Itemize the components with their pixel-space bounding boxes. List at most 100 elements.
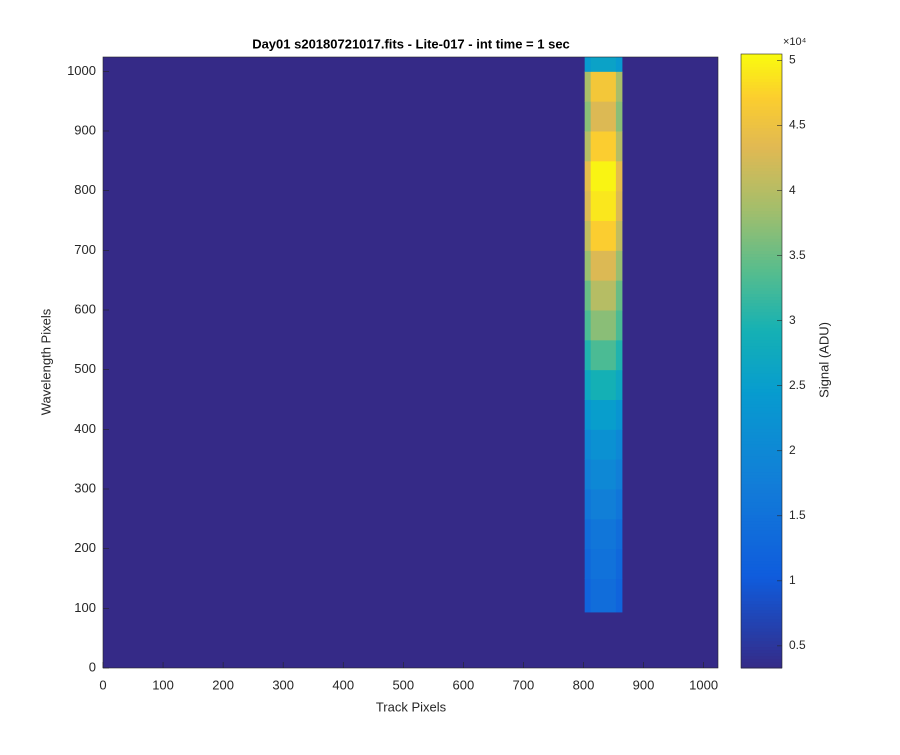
colorbar-swatch [741,373,782,377]
x-tick-label: 600 [453,677,475,692]
image-cell [584,57,592,72]
x-tick-label: 100 [152,677,174,692]
colorbar-swatch [741,318,782,322]
colorbar-swatch [741,621,782,626]
x-tick-label: 700 [513,677,535,692]
colorbar-swatch [741,631,782,635]
colorbar-swatch [741,407,782,411]
colorbar-swatch [741,385,782,390]
colorbar-swatch [741,333,782,337]
image-cell [584,369,592,400]
colorbar-swatch [741,57,782,61]
colorbar-swatch [741,612,782,617]
colorbar-swatch [741,625,782,629]
image-cell [590,250,617,281]
colorbar-swatch [741,575,782,580]
colorbar-swatch [741,609,782,614]
colorbar-swatch [741,456,782,460]
colorbar-swatch [741,232,782,236]
colorbar-swatch [741,106,782,110]
colorbar-swatch [741,84,782,89]
colorbar-swatch [741,78,782,83]
colorbar-swatch [741,268,782,273]
colorbar-swatch [741,192,782,196]
y-axis-label: Wavelength Pixels [38,308,53,415]
colorbar-swatch [741,600,782,605]
colorbar-swatch [741,66,782,70]
image-cell [584,190,592,221]
x-tick-label: 300 [272,677,294,692]
colorbar-swatch [741,81,782,86]
colorbar-swatch [741,87,782,92]
colorbar-swatch [741,526,782,531]
colorbar-swatch [741,219,782,224]
colorbar-swatch [741,403,782,408]
colorbar-tick-label: 1.5 [789,508,806,522]
image-cell [615,250,623,281]
colorbar-swatch [741,324,782,328]
image-cell [584,459,592,490]
colorbar-swatch [741,637,782,641]
colorbar-swatch [741,186,782,190]
colorbar-swatch [741,109,782,113]
image-cell [615,101,623,132]
image-cell [615,220,623,251]
colorbar-swatch [741,388,782,393]
colorbar-swatch [741,597,782,601]
colorbar-swatch [741,471,782,476]
image-cell [590,130,617,162]
colorbar-swatch [741,499,782,503]
colorbar-swatch [741,69,782,73]
colorbar-swatch [741,486,782,491]
colorbar-swatch [741,247,782,251]
colorbar-swatch [741,419,782,423]
image-cell [615,488,623,520]
colorbar-swatch [741,339,782,344]
colorbar-swatch [741,127,782,132]
x-tick-label: 400 [332,677,354,692]
colorbar-swatch [741,321,782,325]
colorbar-swatch [741,554,782,558]
image-cell [584,71,592,102]
colorbar-swatch [741,557,782,562]
colorbar-swatch [741,216,782,221]
colorbar-swatch [741,182,782,187]
colorbar-swatch [741,54,782,58]
colorbar-swatch [741,130,782,135]
image-cell [584,280,592,311]
colorbar-swatch [741,167,782,172]
colorbar-swatch [741,96,782,101]
colorbar-swatch [741,652,782,657]
colorbar-swatch [741,511,782,515]
colorbar-swatch [741,508,782,512]
colorbar-swatch [741,548,782,552]
y-tick-label: 1000 [67,63,96,78]
colorbar-swatch [741,72,782,76]
colorbar-swatch [741,572,782,577]
colorbar-swatch [741,361,782,365]
colorbar-swatch [741,100,782,104]
image-cell [615,429,623,460]
colorbar-swatch [741,462,782,466]
image-cell [584,101,592,132]
colorbar-swatch [741,327,782,331]
x-tick-label: 1000 [689,677,718,692]
colorbar-swatch [741,569,782,574]
colorbar-swatch [741,201,782,205]
colorbar-swatch [741,139,782,144]
colorbar-swatch [741,173,782,178]
colorbar-swatch [741,437,782,442]
colorbar-tick-label: 4 [789,183,796,197]
colorbar-swatch [741,529,782,534]
colorbar-swatch [741,348,782,353]
y-tick-label: 600 [74,301,96,316]
colorbar-swatch [741,281,782,285]
colorbar-swatch [741,311,782,316]
colorbar-swatch [741,591,782,595]
colorbar-swatch [741,299,782,304]
image-cell [590,160,617,192]
colorbar-tick-label: 0.5 [789,638,806,652]
colorbar-swatch [741,244,782,248]
image-cell [584,160,592,192]
colorbar-swatch [741,428,782,433]
